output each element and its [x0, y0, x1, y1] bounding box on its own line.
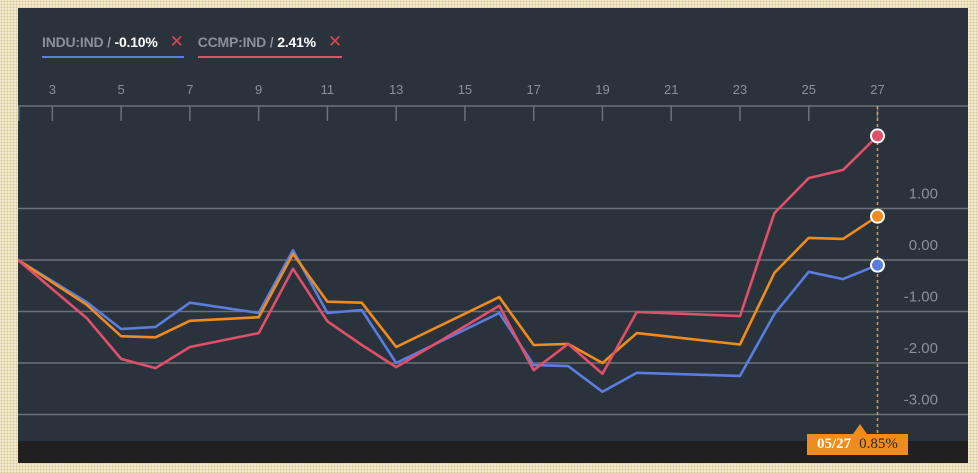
series-line[interactable]: [18, 215, 879, 365]
x-tick-label: 23: [733, 82, 747, 97]
chart-panel: INDU:IND / -0.10% ✕ CCMP:IND / 2.41% ✕ 3…: [18, 8, 968, 463]
legend: INDU:IND / -0.10% ✕ CCMP:IND / 2.41% ✕: [42, 32, 342, 58]
legend-item-indu[interactable]: INDU:IND / -0.10% ✕: [42, 32, 184, 58]
line-chart[interactable]: 3 5 7 9 11 13 15 17 19 21 23 25 27 1.00 0.00 -1.00 -2.00…: [18, 8, 968, 441]
x-tick-label: 25: [802, 82, 816, 97]
x-tick-label: 7: [186, 82, 193, 97]
legend-symbol: INDU:IND: [42, 34, 104, 50]
close-x-icon[interactable]: ✕: [169, 32, 184, 51]
tooltip-value: 0.85%: [859, 436, 898, 452]
x-tick-label: 3: [49, 82, 56, 97]
legend-symbol: CCMP:IND: [197, 34, 267, 50]
x-tick-label: 9: [255, 82, 262, 97]
x-tick-label: 21: [664, 82, 678, 97]
y-tick-label: -3.00: [904, 392, 938, 409]
crosshair-tooltip: 05/27 0.85%: [807, 434, 908, 455]
x-tick-label: 27: [870, 82, 884, 97]
y-tick-label: -2.00: [904, 340, 938, 357]
series-line[interactable]: [18, 134, 879, 376]
x-tick-label: 19: [595, 82, 609, 97]
x-tick-label: 13: [389, 82, 403, 97]
series-end-marker: [870, 128, 885, 144]
tooltip-pointer: [853, 424, 867, 434]
series-end-marker: [870, 208, 885, 224]
y-tick-label: 1.00: [909, 186, 938, 203]
series-line[interactable]: [18, 248, 878, 394]
series-end-marker: [870, 257, 885, 273]
time-axis-bar: [18, 441, 968, 463]
legend-value: 2.41%: [277, 34, 316, 50]
y-tick-label: -1.00: [904, 289, 938, 306]
legend-item-ccmp[interactable]: CCMP:IND / 2.41% ✕: [197, 32, 342, 58]
y-tick-label: 0.00: [909, 237, 938, 254]
x-tick-label: 15: [458, 82, 472, 97]
x-tick-label: 17: [526, 82, 540, 97]
close-x-icon[interactable]: ✕: [327, 32, 342, 51]
legend-value: -0.10%: [114, 34, 158, 50]
tooltip-date: 05/27: [817, 436, 852, 452]
x-tick-label: 11: [321, 82, 335, 97]
x-tick-label: 5: [118, 82, 125, 97]
